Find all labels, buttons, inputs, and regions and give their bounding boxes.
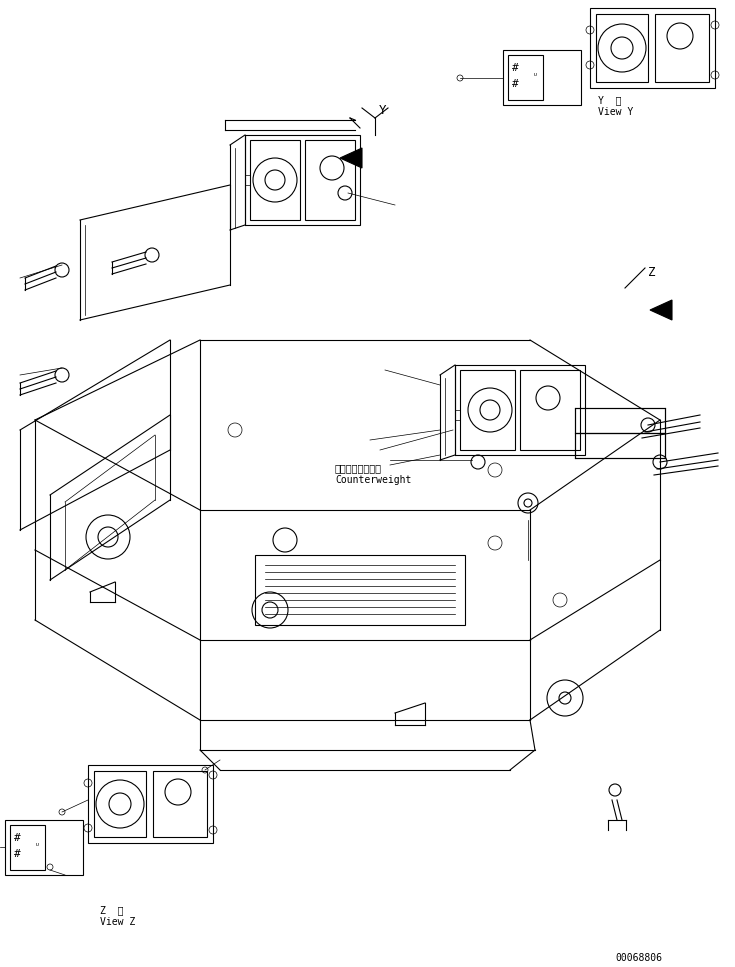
Polygon shape	[650, 300, 672, 320]
Bar	[88, 765, 213, 843]
Bar	[590, 8, 715, 88]
Bar	[94, 771, 146, 837]
Text: Y  視: Y 視	[598, 95, 622, 105]
Bar	[5, 820, 83, 875]
Bar	[520, 370, 580, 450]
Bar	[575, 433, 665, 458]
Text: #: #	[512, 79, 519, 89]
Bar	[305, 140, 355, 220]
Text: ᵁ: ᵁ	[35, 841, 40, 851]
Bar	[153, 771, 207, 837]
Bar	[508, 55, 543, 100]
Text: Y: Y	[379, 103, 387, 116]
Text: 00068806: 00068806	[615, 953, 662, 963]
Text: Z  視: Z 視	[100, 905, 123, 915]
Bar	[255, 555, 465, 625]
Bar	[250, 140, 300, 220]
Bar	[245, 135, 360, 225]
Bar	[596, 14, 648, 82]
Bar	[575, 408, 665, 433]
Text: View Z: View Z	[100, 917, 135, 927]
Bar	[503, 50, 581, 105]
Bar	[10, 825, 45, 870]
Polygon shape	[340, 148, 362, 168]
Bar	[460, 370, 515, 450]
Text: #: #	[512, 63, 519, 73]
Text: カウンタウエイト: カウンタウエイト	[335, 463, 382, 473]
Bar	[655, 14, 709, 82]
Text: View Y: View Y	[598, 107, 634, 117]
Text: Z: Z	[648, 266, 656, 278]
Text: #: #	[14, 849, 21, 859]
Text: #: #	[14, 833, 21, 843]
Text: Counterweight: Counterweight	[335, 475, 412, 485]
Bar	[455, 365, 585, 455]
Text: ᵁ: ᵁ	[533, 72, 538, 80]
